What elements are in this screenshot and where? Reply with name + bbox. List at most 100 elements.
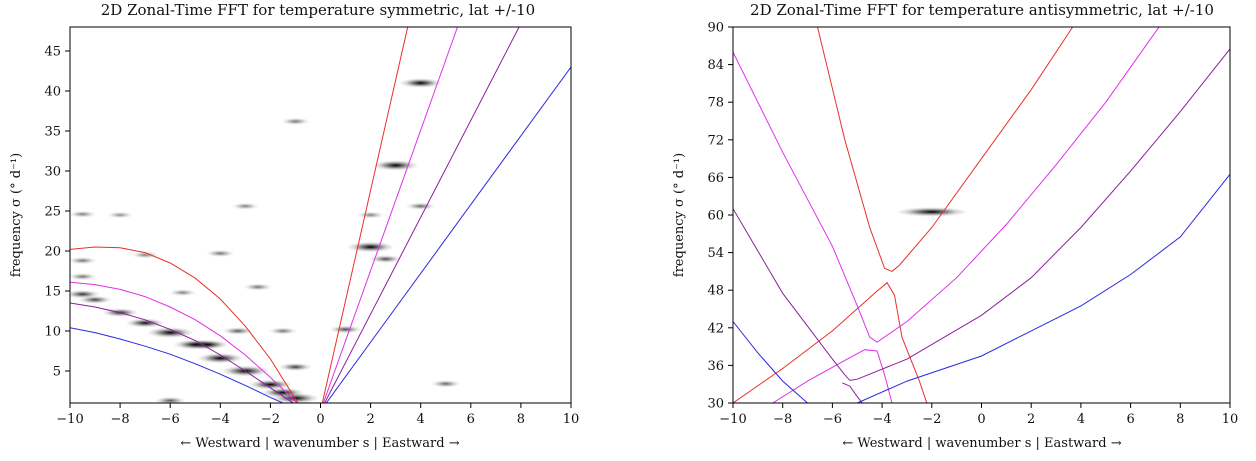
spectral-peak (168, 289, 197, 297)
dispersion-curve-eastward (842, 382, 863, 403)
x-tick-label: −10 (56, 412, 83, 427)
x-tick-label: −6 (161, 412, 180, 427)
spectral-peak (372, 160, 419, 171)
dispersion-curve-eastward (817, 27, 1074, 272)
y-tick-label: 10 (44, 325, 61, 340)
dispersion-curve-westward (70, 327, 285, 403)
x-axis-label-antisymmetric: ← Westward | wavenumber s | Eastward → (842, 436, 1121, 451)
dispersion-curve-eastward (857, 173, 1230, 403)
spectral-peak (369, 255, 402, 263)
x-tick-label: −10 (719, 412, 746, 427)
dispersion-curve-westward (70, 302, 295, 403)
spectral-peak (222, 327, 254, 335)
y-tick-label: 45 (44, 45, 61, 60)
spectral-peak (106, 211, 134, 219)
spectral-peak (131, 251, 159, 259)
spectral-peak (430, 380, 461, 388)
y-tick-label: 15 (44, 285, 61, 300)
spectral-peak (243, 283, 273, 291)
dispersion-curve-eastward (733, 281, 928, 403)
dispersion-curve-eastward (324, 27, 520, 403)
spectral-peak (268, 327, 298, 335)
dispersion-curve-eastward (733, 48, 1230, 381)
dispersion-curve-eastward (733, 321, 808, 403)
spectral-peak (356, 211, 385, 219)
y-tick-label: 78 (707, 96, 724, 111)
y-tick-label: 60 (707, 209, 724, 224)
x-ticks-antisymmetric: −10 −8 −6 −4 −2 0 2 4 6 8 10 (719, 403, 1238, 427)
antisymmetric-chart: 2D Zonal-Time FFT for temperature antisy… (672, 1, 1238, 451)
spectral-peak (281, 117, 310, 125)
y-tick-label: 5 (53, 365, 61, 380)
x-axis-label-symmetric: ← Westward | wavenumber s | Eastward → (180, 436, 459, 451)
plot-area-symmetric (69, 26, 572, 404)
x-tick-label: 4 (417, 412, 425, 427)
y-tick-label: 30 (707, 397, 724, 412)
x-tick-label: 8 (1176, 412, 1184, 427)
y-tick-label: 40 (44, 85, 61, 100)
dispersion-curve-westward (70, 246, 299, 403)
dispersion-curve-westward (70, 281, 298, 403)
y-tick-label: 42 (707, 321, 724, 336)
spectral-peak (125, 318, 165, 328)
spectral-peak (278, 362, 313, 372)
x-tick-label: 10 (1222, 412, 1239, 427)
dispersion-curve-eastward (733, 27, 1160, 343)
y-tick-label: 20 (44, 245, 61, 260)
x-tick-label: −8 (111, 412, 130, 427)
spectral-peak (197, 353, 244, 364)
y-axis-label-antisymmetric: frequency σ (° d⁻¹) (672, 153, 687, 277)
heatmap-antisymmetric (895, 207, 968, 217)
dispersion-curve-eastward (325, 66, 571, 403)
x-tick-label: −2 (922, 412, 941, 427)
x-tick-label: −4 (873, 412, 892, 427)
x-tick-label: −2 (261, 412, 280, 427)
spectral-peak (146, 327, 194, 338)
x-tick-label: −4 (211, 412, 230, 427)
y-tick-label: 48 (707, 284, 724, 299)
x-tick-label: 2 (1027, 412, 1035, 427)
spectral-peak (70, 290, 100, 299)
y-tick-label: 30 (44, 165, 61, 180)
symmetric-chart: 2D Zonal-Time FFT for temperature symmet… (9, 1, 579, 451)
spectral-peak (70, 257, 97, 265)
x-tick-label: −8 (773, 412, 792, 427)
y-tick-label: 36 (707, 359, 724, 374)
dispersion-curve-eastward (772, 349, 893, 403)
dispersion-curve-eastward (321, 27, 409, 403)
y-ticks-symmetric: 5 10 15 20 25 30 35 40 45 (44, 45, 70, 380)
chart-title-symmetric: 2D Zonal-Time FFT for temperature symmet… (101, 1, 535, 19)
y-tick-label: 90 (707, 21, 724, 36)
x-tick-label: 10 (563, 412, 580, 427)
x-tick-label: −6 (823, 412, 842, 427)
x-tick-label: 0 (977, 412, 985, 427)
plot-area-antisymmetric (732, 26, 1231, 404)
y-tick-label: 66 (707, 171, 724, 186)
spectral-peak (70, 273, 97, 281)
chart-title-antisymmetric: 2D Zonal-Time FFT for temperature antisy… (750, 1, 1214, 19)
spectral-peak (154, 396, 186, 403)
spectral-peak (70, 210, 97, 218)
y-ticks-antisymmetric: 30 36 42 48 54 60 66 72 78 84 90 (707, 21, 733, 412)
x-tick-label: 2 (366, 412, 374, 427)
spectral-peak (231, 202, 260, 210)
x-ticks-symmetric: −10 −8 −6 −4 −2 0 2 4 6 8 10 (56, 403, 579, 427)
x-tick-label: 6 (467, 412, 475, 427)
x-tick-label: 8 (517, 412, 525, 427)
dispersion-curves-antisymmetric (733, 27, 1230, 403)
spectral-peak (205, 249, 235, 257)
spectral-peak (399, 78, 442, 88)
spectral-peak (329, 325, 362, 334)
spectral-peak (895, 207, 968, 217)
dispersion-curves-symmetric (70, 27, 571, 403)
y-axis-label-symmetric: frequency σ (° d⁻¹) (9, 153, 24, 277)
y-tick-label: 25 (44, 205, 61, 220)
y-tick-label: 35 (44, 125, 61, 140)
x-tick-label: 0 (316, 412, 324, 427)
spectral-peak (347, 241, 394, 253)
x-tick-label: 4 (1077, 412, 1085, 427)
y-tick-label: 84 (707, 58, 724, 73)
x-tick-label: 6 (1126, 412, 1134, 427)
y-tick-label: 72 (707, 133, 724, 148)
